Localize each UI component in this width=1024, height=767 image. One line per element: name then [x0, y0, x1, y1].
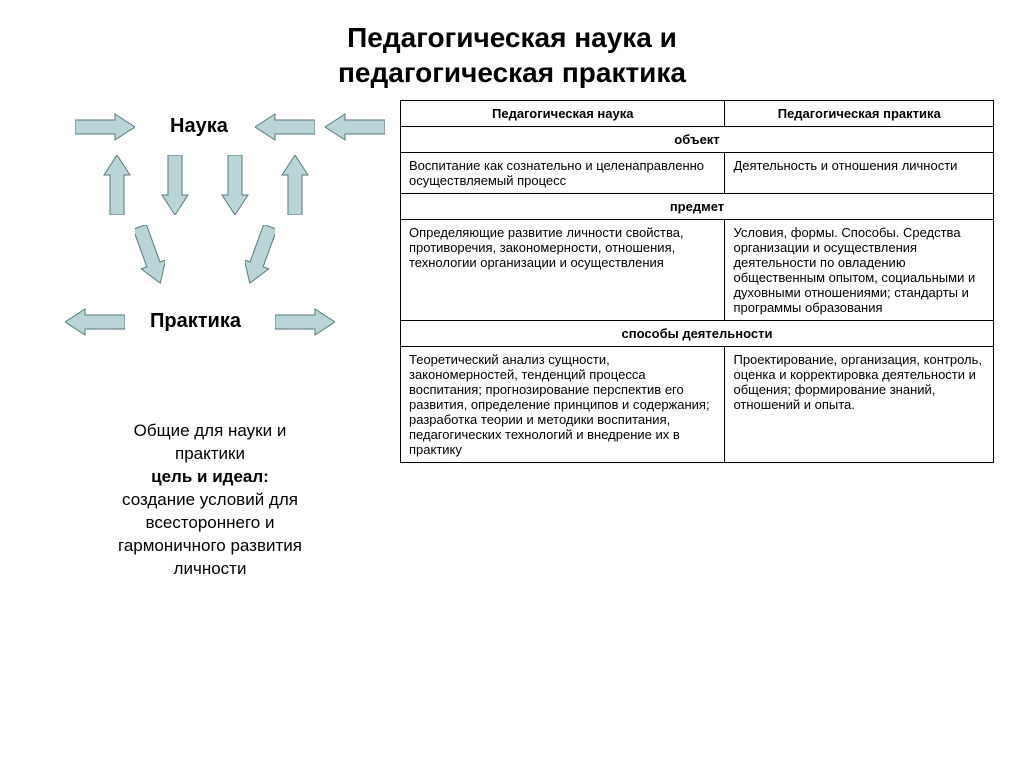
- table-row: Определяющие развитие личности свойства,…: [401, 220, 994, 321]
- cell: Проектирование, организация, контроль, о…: [725, 347, 994, 463]
- arrow-left-icon: [255, 112, 315, 142]
- table-section-row: способы деятельности: [401, 321, 994, 347]
- arrow-diagram: Наука Практика: [30, 100, 390, 360]
- cell: Теоретический анализ сущности, закономер…: [401, 347, 725, 463]
- section-header: объект: [401, 127, 994, 153]
- right-column: Педагогическая наука Педагогическая прак…: [400, 100, 994, 581]
- cell: Определяющие развитие личности свойства,…: [401, 220, 725, 321]
- node-bottom: Практика: [150, 310, 241, 333]
- arrow-right-icon: [75, 112, 135, 142]
- cell: Условия, формы. Способы. Средства органи…: [725, 220, 994, 321]
- title-line-1: Педагогическая наука и: [347, 22, 677, 53]
- arrow-down-icon: [245, 225, 275, 285]
- table-row: Воспитание как сознательно и целенаправл…: [401, 153, 994, 194]
- subtext-line: всестороннего и: [146, 513, 275, 532]
- left-column: Наука Практика: [30, 100, 390, 581]
- section-header: предмет: [401, 194, 994, 220]
- arrow-left-icon: [325, 112, 385, 142]
- arrow-left-icon: [65, 307, 125, 337]
- table-section-row: объект: [401, 127, 994, 153]
- table-row: Теоретический анализ сущности, закономер…: [401, 347, 994, 463]
- arrow-up-icon: [102, 155, 132, 215]
- arrow-right-icon: [275, 307, 335, 337]
- node-top: Наука: [170, 115, 228, 138]
- subtext-line: Общие для науки и: [134, 421, 287, 440]
- arrow-down-icon: [220, 155, 250, 215]
- col-header-2: Педагогическая практика: [725, 101, 994, 127]
- subtext-line: создание условий для: [122, 490, 298, 509]
- comparison-table: Педагогическая наука Педагогическая прак…: [400, 100, 994, 463]
- table-section-row: предмет: [401, 194, 994, 220]
- subtext-line: гармоничного развития: [118, 536, 302, 555]
- col-header-1: Педагогическая наука: [401, 101, 725, 127]
- page-title: Педагогическая наука и педагогическая пр…: [30, 20, 994, 90]
- title-line-2: педагогическая практика: [338, 57, 686, 88]
- table-header-row: Педагогическая наука Педагогическая прак…: [401, 101, 994, 127]
- subtext-line: практики: [175, 444, 245, 463]
- arrow-down-icon: [135, 225, 165, 285]
- main-layout: Наука Практика: [30, 100, 994, 581]
- arrow-up-icon: [280, 155, 310, 215]
- cell: Деятельность и отношения личности: [725, 153, 994, 194]
- cell: Воспитание как сознательно и целенаправл…: [401, 153, 725, 194]
- arrow-down-icon: [160, 155, 190, 215]
- subtext-block: Общие для науки и практики цель и идеал:…: [30, 420, 390, 581]
- section-header: способы деятельности: [401, 321, 994, 347]
- subtext-bold-line: цель и идеал:: [151, 467, 269, 486]
- subtext-line: личности: [174, 559, 247, 578]
